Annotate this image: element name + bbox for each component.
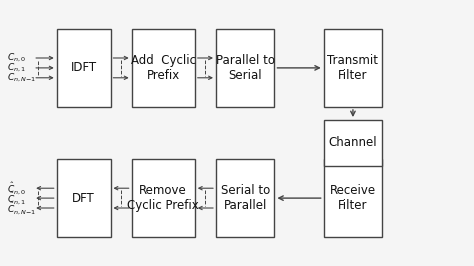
Text: Transmit
Filter: Transmit Filter [328, 54, 378, 82]
Bar [216, 29, 274, 107]
Text: $\hat{C}_{n,0}$: $\hat{C}_{n,0}$ [8, 180, 27, 196]
Bar [324, 159, 382, 237]
Text: Parallel to
Serial: Parallel to Serial [216, 54, 275, 82]
Bar [57, 159, 110, 237]
Text: Remove
Cyclic Prefix: Remove Cyclic Prefix [128, 184, 199, 212]
Text: DFT: DFT [72, 192, 95, 205]
Text: Add  Cyclic
Prefix: Add Cyclic Prefix [131, 54, 196, 82]
Bar [324, 120, 382, 165]
Text: IDFT: IDFT [71, 61, 97, 74]
Text: $C_{n,1}$: $C_{n,1}$ [8, 62, 27, 74]
Text: $\hat{C}_{n,1}$: $\hat{C}_{n,1}$ [8, 190, 27, 206]
Text: $C_{n,N\!-\!1}$: $C_{n,N\!-\!1}$ [8, 72, 37, 84]
Text: Receive
Filter: Receive Filter [330, 184, 376, 212]
Bar [132, 159, 195, 237]
Bar [324, 29, 382, 107]
Text: Serial to
Parallel: Serial to Parallel [220, 184, 270, 212]
Bar [216, 159, 274, 237]
Text: Channel: Channel [328, 136, 377, 149]
Text: $\hat{C}_{n,N\!-\!1}$: $\hat{C}_{n,N\!-\!1}$ [8, 200, 37, 216]
Bar [132, 29, 195, 107]
Bar [57, 29, 110, 107]
Text: $C_{n,0}$: $C_{n,0}$ [8, 52, 27, 64]
